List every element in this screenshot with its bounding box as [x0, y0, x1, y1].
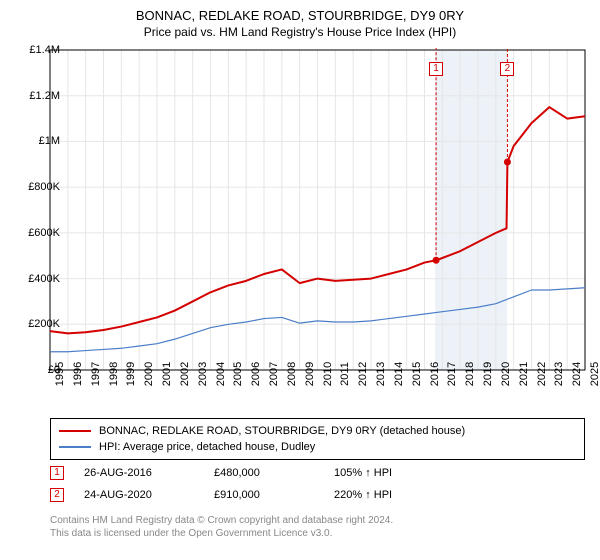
footnote-price: £910,000 [214, 489, 334, 501]
legend-label-1: BONNAC, REDLAKE ROAD, STOURBRIDGE, DY9 0… [99, 425, 465, 437]
chart-marker-1: 1 [429, 62, 443, 76]
x-axis-label: 2012 [357, 362, 369, 386]
x-axis-label: 2004 [215, 362, 227, 386]
x-axis-label: 2001 [161, 362, 173, 386]
x-axis-label: 2022 [536, 362, 548, 386]
x-axis-label: 2002 [179, 362, 191, 386]
x-axis-label: 2010 [322, 362, 334, 386]
footnote-price: £480,000 [214, 467, 334, 479]
fine-print-line: This data is licensed under the Open Gov… [50, 527, 393, 540]
footnote-row: 2 24-AUG-2020 £910,000 220% ↑ HPI [50, 484, 392, 506]
chart-marker-2: 2 [500, 62, 514, 76]
footnote-marker-2: 2 [50, 488, 64, 502]
footnote-date: 24-AUG-2020 [84, 489, 214, 501]
x-axis-label: 2021 [518, 362, 530, 386]
x-axis-label: 2008 [286, 362, 298, 386]
footnote-pct: 220% ↑ HPI [334, 489, 392, 501]
x-axis-label: 2005 [232, 362, 244, 386]
legend-swatch-2 [59, 446, 91, 448]
fine-print: Contains HM Land Registry data © Crown c… [50, 514, 393, 540]
footnote-date: 26-AUG-2016 [84, 467, 214, 479]
x-axis-label: 2020 [500, 362, 512, 386]
x-axis-label: 2017 [446, 362, 458, 386]
y-axis-label: £1.2M [12, 90, 60, 102]
x-axis-label: 1997 [90, 362, 102, 386]
x-axis-label: 1999 [125, 362, 137, 386]
y-axis-label: £800K [12, 181, 60, 193]
footnote-row: 1 26-AUG-2016 £480,000 105% ↑ HPI [50, 462, 392, 484]
x-axis-label: 1996 [72, 362, 84, 386]
x-axis-label: 2011 [339, 362, 351, 386]
y-axis-label: £0 [12, 364, 60, 376]
legend-row: HPI: Average price, detached house, Dudl… [59, 439, 576, 455]
x-axis-label: 2024 [571, 362, 583, 386]
y-axis-label: £1.4M [12, 44, 60, 56]
x-axis-label: 2018 [464, 362, 476, 386]
chart-subtitle: Price paid vs. HM Land Registry's House … [0, 23, 600, 39]
x-axis-label: 1995 [54, 362, 66, 386]
x-axis-label: 2014 [393, 362, 405, 386]
legend-swatch-1 [59, 430, 91, 433]
fine-print-line: Contains HM Land Registry data © Crown c… [50, 514, 393, 527]
y-axis-label: £1M [12, 135, 60, 147]
x-axis-label: 2023 [553, 362, 565, 386]
chart-svg [50, 50, 585, 370]
chart-title: BONNAC, REDLAKE ROAD, STOURBRIDGE, DY9 0… [0, 0, 600, 23]
x-axis-label: 2007 [268, 362, 280, 386]
legend-row: BONNAC, REDLAKE ROAD, STOURBRIDGE, DY9 0… [59, 423, 576, 439]
x-axis-label: 2006 [250, 362, 262, 386]
footnotes: 1 26-AUG-2016 £480,000 105% ↑ HPI 2 24-A… [50, 462, 392, 506]
footnote-pct: 105% ↑ HPI [334, 467, 392, 479]
footnote-marker-1: 1 [50, 466, 64, 480]
x-axis-label: 2015 [411, 362, 423, 386]
x-axis-label: 2003 [197, 362, 209, 386]
y-axis-label: £600K [12, 227, 60, 239]
x-axis-label: 2009 [304, 362, 316, 386]
chart-legend: BONNAC, REDLAKE ROAD, STOURBRIDGE, DY9 0… [50, 418, 585, 460]
y-axis-label: £400K [12, 273, 60, 285]
x-axis-label: 2025 [589, 362, 600, 386]
x-axis-label: 1998 [108, 362, 120, 386]
chart-plot-area [50, 50, 585, 370]
x-axis-label: 2019 [482, 362, 494, 386]
chart-container: BONNAC, REDLAKE ROAD, STOURBRIDGE, DY9 0… [0, 0, 600, 560]
y-axis-label: £200K [12, 318, 60, 330]
x-axis-label: 2000 [143, 362, 155, 386]
legend-label-2: HPI: Average price, detached house, Dudl… [99, 441, 315, 453]
x-axis-label: 2013 [375, 362, 387, 386]
x-axis-label: 2016 [429, 362, 441, 386]
